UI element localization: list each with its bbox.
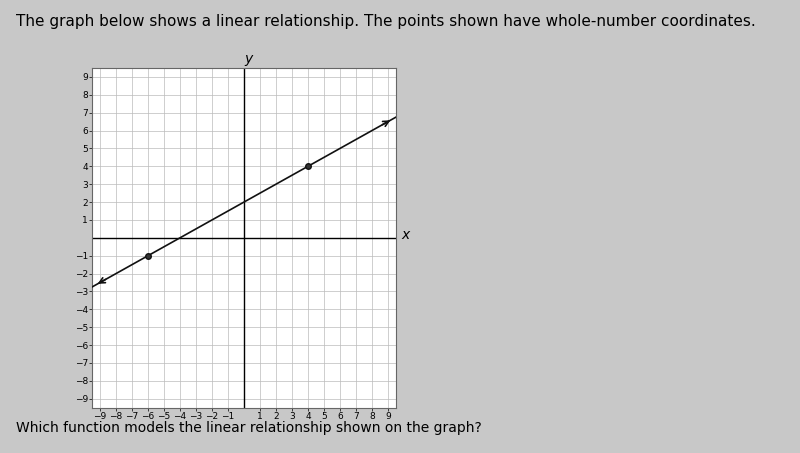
Text: x: x xyxy=(402,228,410,242)
Text: The graph below shows a linear relationship. The points shown have whole-number : The graph below shows a linear relations… xyxy=(16,14,756,29)
Text: y: y xyxy=(244,52,252,66)
Text: Which function models the linear relationship shown on the graph?: Which function models the linear relatio… xyxy=(16,421,482,435)
